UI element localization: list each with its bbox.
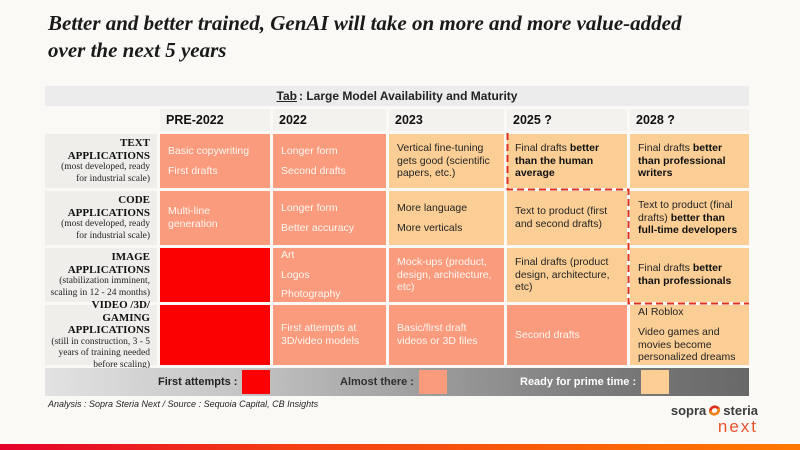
cell-text: Text to product (final drafts) better th…	[638, 198, 738, 237]
legend-label: Ready for prime time :	[520, 376, 637, 388]
slide-title: Better and better trained, GenAI will ta…	[48, 10, 748, 65]
column-header-y2023: 2023	[389, 109, 504, 131]
cell-video-y2023: Basic/first draft videos or 3D files	[389, 305, 504, 365]
legend-swatch	[641, 370, 670, 394]
row-note: (still in construction, 3 - 5 years of t…	[51, 336, 150, 370]
logo-steria: steria	[723, 403, 758, 418]
table-corner	[45, 109, 157, 131]
sopra-steria-mark-icon	[709, 405, 721, 416]
cell-text: First attempts at 3D/video models	[281, 322, 360, 347]
cell-text: Mock-ups (product, design, architecture,…	[397, 255, 492, 294]
legend-swatch	[242, 370, 271, 394]
column-header-y2028: 2028 ?	[630, 109, 749, 131]
cell-image-y2022: Art Logos Photography	[273, 248, 386, 302]
column-header-pre2022: PRE-2022	[160, 109, 270, 131]
row-note: (most developed, ready for industrial sc…	[61, 219, 150, 241]
legend-swatch	[418, 370, 447, 394]
cell-text: Vertical fine-tuning gets good (scientif…	[397, 141, 490, 180]
legend-item-1: First attempts :	[158, 368, 271, 396]
row-title: CODE APPLICATIONS	[67, 193, 150, 219]
cell-text-y2023: Vertical fine-tuning gets good (scientif…	[389, 134, 504, 188]
row-label-code: CODE APPLICATIONS (most developed, ready …	[45, 191, 157, 245]
cell-text: Longer form	[281, 201, 338, 214]
cell-text: Logos	[281, 268, 310, 281]
cell-text: Second drafts	[515, 328, 580, 341]
cell-text: Video games and movies become personaliz…	[638, 325, 736, 364]
column-header-y2022: 2022	[273, 109, 386, 131]
cell-image-y2028: Final drafts better than professionals	[630, 248, 749, 302]
row-note: (stabilization imminent, scaling in 12 -…	[50, 276, 150, 298]
row-label-text: TEXT APPLICATIONS (most developed, ready …	[45, 134, 157, 188]
cell-video-y2025: Second drafts	[507, 305, 627, 365]
cell-text: Final drafts better than the human avera…	[515, 141, 600, 180]
cell-text: Final drafts better than professional wr…	[638, 141, 726, 180]
logo-sopra: sopra	[670, 403, 707, 418]
cell-text: Text to product (first and second drafts…	[515, 205, 608, 230]
row-title: IMAGE APPLICATIONS	[67, 250, 150, 276]
cell-code-y2025: Text to product (first and second drafts…	[507, 191, 627, 245]
cell-text: Final drafts (product design, architectu…	[515, 255, 610, 294]
cell-video-y2022: First attempts at 3D/video models	[273, 305, 386, 365]
slide-title-line1: Better and better trained, GenAI will ta…	[48, 11, 682, 35]
cell-text-pre2022: Basic copywriting First drafts	[160, 134, 270, 188]
cell-code-y2023: More language More verticals	[389, 191, 504, 245]
cell-text: AI Roblox	[638, 305, 684, 318]
cell-text: Multi-line generation	[168, 205, 218, 230]
cell-image-pre2022	[160, 248, 270, 302]
cell-text: Better accuracy	[281, 221, 354, 234]
sopra-steria-logo: sopra steria next	[671, 404, 758, 435]
table-header-band: Tab : Large Model Availability and Matur…	[45, 86, 749, 106]
row-label-image: IMAGE APPLICATIONS (stabilization imminen…	[45, 248, 157, 302]
legend-item-3: Ready for prime time :	[520, 368, 670, 396]
cell-text: Basic copywriting	[168, 144, 250, 157]
cell-text: First drafts	[168, 164, 218, 177]
legend-item-2: Almost there :	[340, 368, 447, 396]
slide-title-line2: over the next 5 years	[48, 38, 227, 63]
row-title: VIDEO /3D/ GAMING APPLICATIONS	[67, 298, 150, 337]
row-title: TEXT APPLICATIONS	[67, 136, 150, 162]
cell-text-y2025: Final drafts better than the human avera…	[507, 134, 627, 188]
maturity-table: Tab : Large Model Availability and Matur…	[45, 86, 749, 370]
cell-text: More verticals	[397, 221, 463, 234]
cell-code-y2028: Text to product (final drafts) better th…	[630, 191, 749, 245]
cell-text-y2022: Longer form Second drafts	[273, 134, 386, 188]
cell-text: More language	[397, 201, 468, 214]
source-note: Analysis : Sopra Steria Next / Source : …	[48, 399, 319, 409]
cell-code-pre2022: Multi-line generation	[160, 191, 270, 245]
row-label-video: VIDEO /3D/ GAMING APPLICATIONS (still in …	[45, 299, 157, 370]
table-header-rest: : Large Model Availability and Maturity	[298, 89, 518, 103]
cell-text-y2028: Final drafts better than professional wr…	[630, 134, 749, 188]
legend-label: Almost there :	[340, 376, 414, 388]
cell-image-y2025: Final drafts (product design, architectu…	[507, 248, 627, 302]
row-note: (most developed, ready for industrial sc…	[61, 162, 150, 184]
cell-text: Photography	[281, 288, 341, 301]
cell-text: Basic/first draft videos or 3D files	[397, 322, 478, 347]
bottom-accent-bar	[0, 444, 800, 450]
cell-code-y2022: Longer form Better accuracy	[273, 191, 386, 245]
cell-text: Final drafts better than professionals	[638, 262, 732, 287]
legend-label: First attempts :	[158, 376, 238, 388]
logo-next: next	[717, 417, 758, 436]
cell-text: Second drafts	[281, 164, 346, 177]
column-header-y2025: 2025 ?	[507, 109, 627, 131]
cell-video-pre2022	[160, 305, 270, 365]
cell-text: Longer form	[281, 144, 338, 157]
cell-image-y2023: Mock-ups (product, design, architecture,…	[389, 248, 504, 302]
cell-text: Art	[281, 248, 295, 261]
table-header-tab: Tab	[276, 89, 297, 103]
legend-bar: First attempts : Almost there : Ready for …	[45, 368, 749, 396]
cell-video-y2028: AI Roblox Video games and movies become p…	[630, 305, 749, 365]
